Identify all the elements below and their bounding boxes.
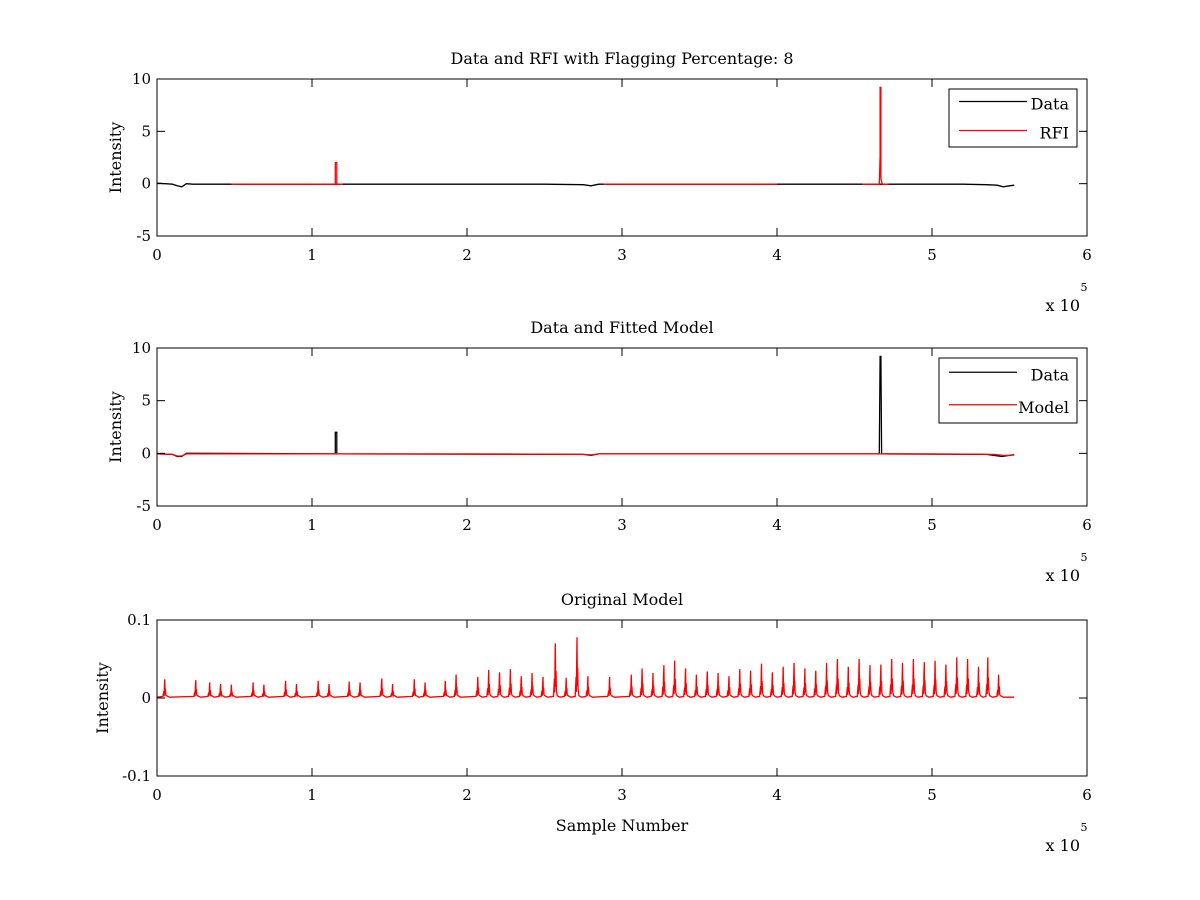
legend-box	[948, 88, 1078, 148]
x-tick-label: 6	[1082, 246, 1092, 264]
x-tick-label: 2	[462, 516, 472, 534]
legend-label-data: Data	[1031, 365, 1070, 384]
y-axis-label: Intensity	[93, 662, 112, 734]
x-tick-label: 5	[927, 786, 937, 804]
y-axis-label: Intensity	[106, 122, 125, 194]
y-tick-label: -0.1	[122, 767, 151, 785]
plot-area	[157, 79, 1087, 236]
x-tick-label: 3	[617, 516, 627, 534]
x-tick-label: 6	[1082, 516, 1092, 534]
y-tick-label: 0	[141, 175, 151, 193]
legend: Data RFI	[948, 88, 1078, 148]
x-tick-label: 0	[152, 246, 162, 264]
x-multiplier-base: x 10	[1046, 566, 1080, 585]
series-original-model-line	[157, 637, 1015, 698]
x-tick-label: 3	[617, 246, 627, 264]
legend: Data Model	[938, 357, 1078, 424]
chart-title: Data and RFI with Flagging Percentage: 8	[450, 49, 793, 68]
x-tick-label: 2	[462, 786, 472, 804]
series-model-line	[157, 453, 1015, 457]
series-group	[157, 355, 1015, 458]
x-multiplier-exponent: 5	[1081, 821, 1088, 834]
x-multiplier-exponent: 5	[1081, 551, 1088, 564]
x-tick-label: 5	[927, 246, 937, 264]
y-tick-label: 0	[141, 444, 151, 462]
y-tick-label: -5	[136, 227, 151, 245]
y-tick-label: 0.1	[127, 611, 151, 629]
y-tick-label: 10	[132, 70, 151, 88]
legend-label-model: Model	[1018, 398, 1069, 417]
x-tick-label: 1	[307, 786, 317, 804]
y-tick-label: -5	[136, 497, 151, 515]
x-tick-label: 4	[772, 786, 782, 804]
y-axis-label: Intensity	[106, 391, 125, 463]
x-tick-label: 0	[152, 516, 162, 534]
legend-label-rfi: RFI	[1040, 124, 1069, 143]
series-group	[157, 637, 1015, 698]
series-rfi-segment	[312, 162, 343, 185]
x-multiplier-base: x 10	[1046, 296, 1080, 315]
chart-title: Original Model	[561, 590, 683, 609]
x-tick-label: 5	[927, 516, 937, 534]
y-tick-label: 0	[141, 689, 151, 707]
x-tick-label: 1	[307, 516, 317, 534]
x-tick-label: 3	[617, 786, 627, 804]
x-tick-label: 6	[1082, 786, 1092, 804]
legend-label-data: Data	[1031, 95, 1070, 114]
x-tick-label: 4	[772, 516, 782, 534]
x-multiplier-exponent: 5	[1081, 281, 1088, 294]
series-group	[157, 86, 1015, 188]
plot-area	[157, 348, 1087, 506]
series-rfi-segment	[862, 86, 889, 185]
x-tick-label: 1	[307, 246, 317, 264]
x-multiplier-base: x 10	[1046, 836, 1080, 855]
y-tick-label: 10	[132, 339, 151, 357]
x-tick-label: 0	[152, 786, 162, 804]
x-tick-label: 2	[462, 246, 472, 264]
x-axis-label: Sample Number	[556, 816, 689, 835]
y-tick-label: 5	[141, 122, 151, 140]
x-tick-label: 4	[772, 246, 782, 264]
chart-title: Data and Fitted Model	[530, 318, 713, 337]
series-data-line	[157, 182, 1015, 188]
y-tick-label: 5	[141, 392, 151, 410]
plot-area	[157, 620, 1087, 776]
legend-box	[938, 357, 1078, 424]
